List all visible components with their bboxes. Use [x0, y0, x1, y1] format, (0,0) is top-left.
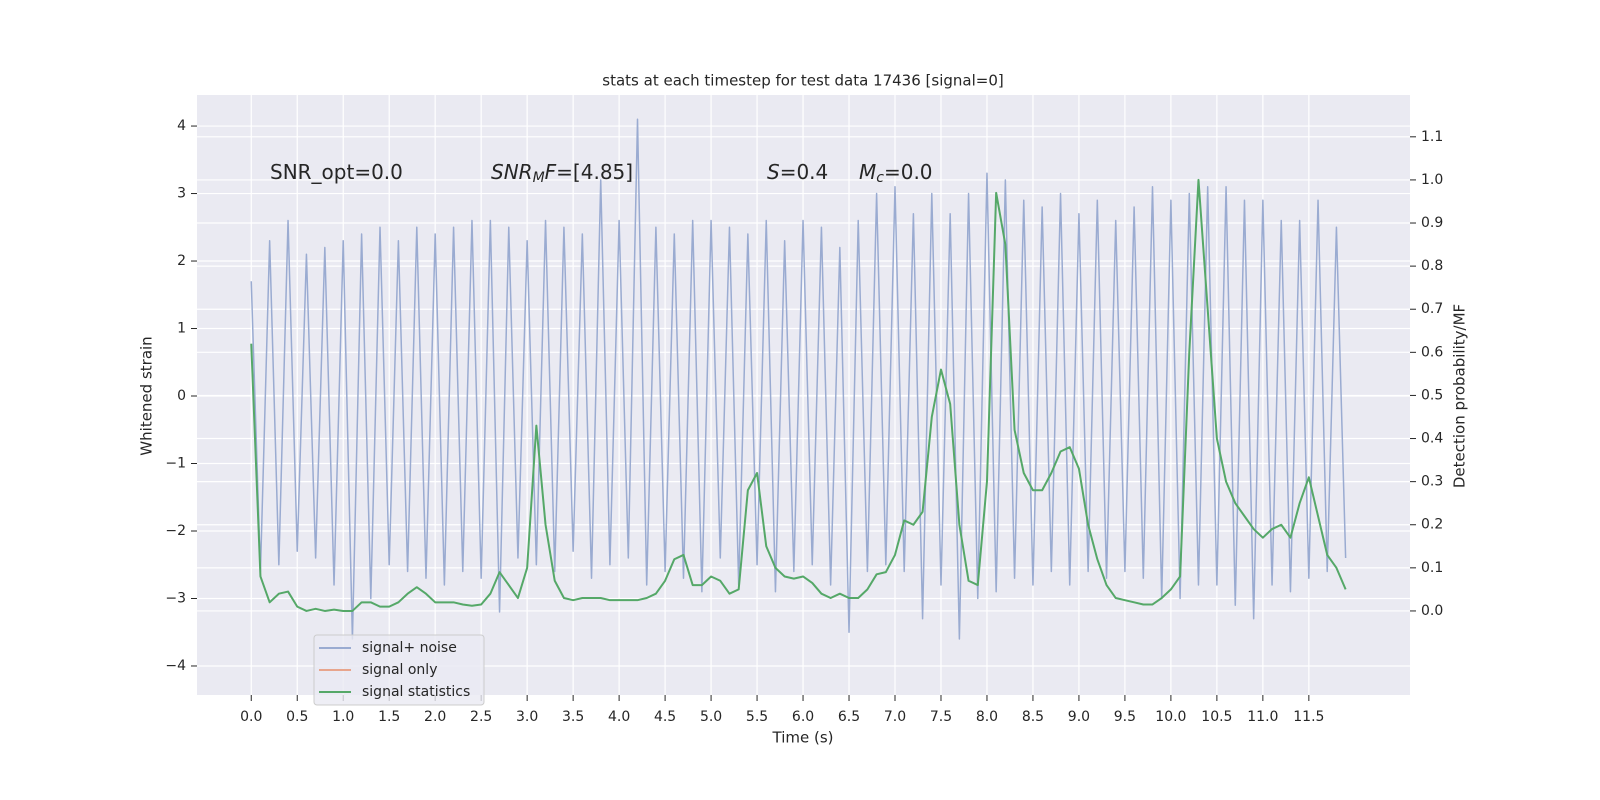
legend-box	[313, 634, 485, 706]
y-tick-label: 3	[177, 186, 186, 202]
y2-tick-label: 0.0	[1421, 603, 1443, 619]
y-tick-label: 1	[177, 321, 186, 337]
annotation-part: c	[876, 170, 884, 186]
x-tick-label: 5.0	[700, 709, 722, 725]
x-tick-label: 9.0	[1068, 709, 1090, 725]
x-tick-label: 4.5	[654, 709, 676, 725]
x-tick-label: 8.5	[1022, 709, 1044, 725]
y2-tick-label: 0.8	[1421, 258, 1443, 274]
y2-tick-label: 0.9	[1421, 215, 1443, 231]
annotation-part: =0.4	[780, 160, 829, 184]
y-tick-label: −4	[165, 658, 186, 674]
x-tick-label: 7.5	[930, 709, 952, 725]
x-tick-label: 10.5	[1201, 709, 1232, 725]
legend-label: signal statistics	[362, 684, 470, 700]
annotation: SNRMF=[4.85]	[491, 160, 633, 187]
x-tick-label: 5.5	[746, 709, 768, 725]
annotation-part: =0.0	[884, 160, 933, 184]
x-tick-label: 0.5	[286, 709, 308, 725]
y2-tick-label: 0.5	[1421, 387, 1443, 403]
y2-tick-label: 0.4	[1421, 431, 1443, 447]
y-tick-label: −3	[165, 590, 186, 606]
x-tick-label: 0.0	[240, 709, 262, 725]
annotation-part: SNR	[491, 160, 533, 184]
legend-label: signal+ noise	[362, 640, 457, 656]
x-tick-label: 11.5	[1293, 709, 1324, 725]
legend-label: signal only	[362, 662, 437, 678]
x-tick-label: 1.0	[332, 709, 354, 725]
y-tick-label: −2	[165, 523, 186, 539]
y2-axis-label: Detection probability/MF	[1451, 304, 1469, 488]
y-tick-label: 4	[177, 118, 186, 134]
y-tick-label: −1	[165, 456, 186, 472]
series-line	[250, 178, 1347, 612]
x-tick-label: 2.5	[470, 709, 492, 725]
x-tick-label: 2.0	[424, 709, 446, 725]
annotation-part: M	[859, 160, 876, 184]
y2-tick-label: 1.0	[1421, 172, 1443, 188]
annotation-part: SNR_opt=0.0	[270, 160, 403, 184]
x-tick-label: 8.0	[976, 709, 998, 725]
annotation: Mc=0.0	[859, 160, 933, 187]
x-tick-label: 3.0	[516, 709, 538, 725]
annotation: S=0.4	[767, 160, 828, 184]
x-tick-label: 7.0	[884, 709, 906, 725]
x-tick-label: 4.0	[608, 709, 630, 725]
y2-tick-label: 0.1	[1421, 560, 1443, 576]
annotation-part: S	[767, 160, 780, 184]
x-tick-label: 3.5	[562, 709, 584, 725]
x-tick-label: 10.0	[1155, 709, 1186, 725]
x-tick-label: 6.0	[792, 709, 814, 725]
series-line	[250, 118, 1347, 640]
x-tick-label: 6.5	[838, 709, 860, 725]
y2-tick-label: 1.1	[1421, 129, 1443, 145]
x-tick-label: 1.5	[378, 709, 400, 725]
annotation-part: =[4.85]	[556, 160, 633, 184]
y-axis-label: Whitened strain	[138, 336, 156, 455]
annotation-part: M	[533, 170, 545, 186]
x-axis-label: Time (s)	[772, 729, 834, 747]
x-tick-label: 9.5	[1114, 709, 1136, 725]
y-tick-label: 0	[177, 388, 186, 404]
chart-title: stats at each timestep for test data 174…	[602, 72, 1003, 90]
annotation-part: F	[545, 160, 557, 184]
y2-tick-label: 0.2	[1421, 517, 1443, 533]
y2-tick-label: 0.7	[1421, 301, 1443, 317]
y-tick-label: 2	[177, 253, 186, 269]
y2-tick-label: 0.6	[1421, 344, 1443, 360]
annotation: SNR_opt=0.0	[270, 160, 403, 184]
y2-tick-label: 0.3	[1421, 474, 1443, 490]
x-tick-label: 11.0	[1247, 709, 1278, 725]
